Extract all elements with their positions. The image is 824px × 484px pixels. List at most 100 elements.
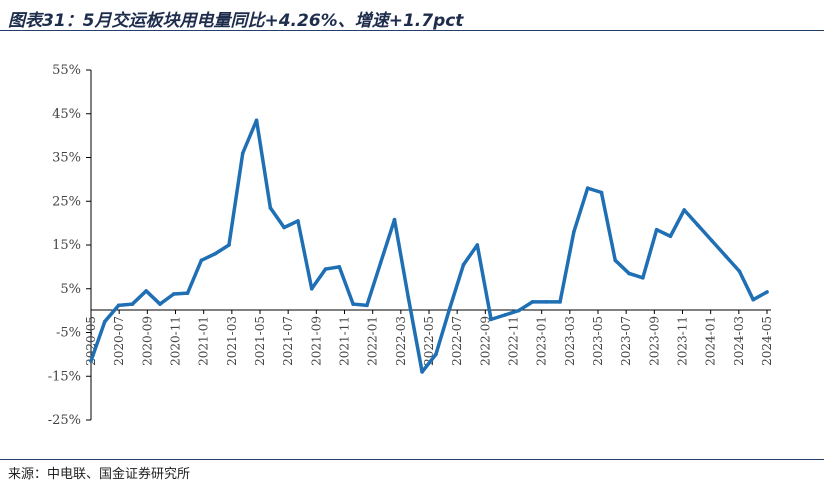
series-segment [323, 265, 342, 271]
data-point [585, 186, 590, 190]
x-tick-label: 2023-01 [535, 316, 549, 366]
x-tick-label: 2024-05 [760, 316, 774, 366]
series-segment [309, 267, 328, 291]
series-segment [710, 238, 728, 258]
series-segment [585, 186, 604, 195]
series-segment [365, 260, 383, 308]
data-point [365, 303, 369, 308]
chart-axes [90, 70, 771, 420]
series-segment [641, 227, 659, 280]
series-segment [337, 265, 355, 306]
y-tick-label: -5% [56, 326, 81, 341]
data-point [765, 290, 769, 294]
series-segment [558, 230, 576, 304]
data-point [461, 262, 466, 267]
data-point [144, 289, 148, 293]
data-point [710, 238, 714, 243]
x-tick-label: 2023-03 [563, 316, 577, 366]
series-segment [682, 208, 700, 228]
data-point [489, 317, 493, 322]
series-segment [668, 208, 686, 238]
data-point [392, 217, 397, 222]
series-segment [613, 258, 631, 276]
y-tick-label: 5% [60, 282, 81, 297]
x-tick-label: 2024-01 [704, 316, 718, 366]
data-point [696, 223, 700, 228]
data-point [627, 271, 631, 276]
series-segment [116, 302, 135, 308]
data-point [599, 190, 604, 195]
x-axis-ticks: 2020-05 2020-07 2020-09 2020-11 2021-01 2021-… [84, 310, 774, 366]
chart-title: 图表31：5月交运板块用电量同比+4.26%、增速+1.7pct [8, 11, 464, 31]
data-point [158, 302, 162, 306]
series-segment [516, 300, 535, 313]
x-tick-label: 2023-05 [591, 316, 605, 366]
series-segment [406, 295, 424, 374]
series-segment [282, 219, 300, 230]
data-point [254, 118, 259, 123]
series-segment [751, 290, 769, 302]
x-tick-label: 2022-07 [450, 316, 464, 366]
data-point [103, 319, 107, 324]
data-point [268, 206, 273, 210]
series-segment [296, 219, 314, 291]
data-point [89, 359, 93, 363]
data-point [516, 308, 521, 313]
data-point [654, 227, 659, 232]
series-segment [144, 289, 162, 306]
series-segment [89, 319, 107, 363]
y-tick-label: 25% [52, 194, 81, 209]
series-segment [130, 289, 148, 306]
x-tick-label: 2022-09 [478, 316, 492, 366]
data-point [241, 151, 245, 155]
x-tick-label: 2021-03 [225, 316, 239, 366]
series-segment [158, 292, 176, 306]
data-point [213, 252, 217, 256]
data-point [447, 306, 452, 311]
x-tick-label: 2021-11 [338, 316, 352, 366]
series-segment [461, 243, 480, 267]
x-tick-label: 2023-07 [619, 316, 633, 366]
data-point [185, 291, 190, 295]
data-point [351, 302, 355, 306]
source-note: 来源：中电联、国金证券研究所 [8, 467, 191, 482]
series-segment [172, 291, 190, 296]
series-segment [199, 252, 217, 263]
data-point [503, 313, 507, 317]
y-tick-label: 55% [52, 63, 81, 78]
series-segment [503, 308, 521, 317]
data-point [116, 303, 121, 308]
data-point [130, 302, 135, 306]
series-segment [185, 258, 204, 295]
x-tick-label: 2022-03 [394, 316, 408, 366]
data-point [199, 258, 204, 263]
data-point [420, 370, 424, 374]
series-segment [599, 190, 617, 263]
data-point [227, 243, 231, 247]
series-segment [213, 243, 231, 256]
x-tick-label: 2020-07 [112, 316, 126, 366]
series-segment [737, 269, 755, 302]
y-tick-label: -15% [48, 369, 81, 384]
data-point [172, 292, 176, 296]
x-tick-label: 2022-01 [366, 316, 380, 366]
data-point [613, 258, 617, 263]
series-segment [489, 313, 507, 322]
series-segment [475, 243, 493, 322]
x-tick-label: 2020-11 [169, 316, 183, 366]
y-tick-label: 45% [52, 107, 81, 122]
x-tick-label: 2022-11 [507, 316, 521, 366]
series-segment [654, 227, 673, 238]
series-segment [434, 306, 452, 357]
data-point [337, 265, 342, 269]
data-point [475, 243, 480, 247]
series-segment [447, 262, 466, 311]
title-divider [0, 30, 824, 31]
data-point [558, 300, 562, 304]
y-tick-label: -25% [48, 413, 81, 428]
series-segment [572, 186, 590, 234]
series-lines [89, 118, 769, 374]
data-point [296, 219, 300, 223]
series-segment [696, 223, 714, 243]
